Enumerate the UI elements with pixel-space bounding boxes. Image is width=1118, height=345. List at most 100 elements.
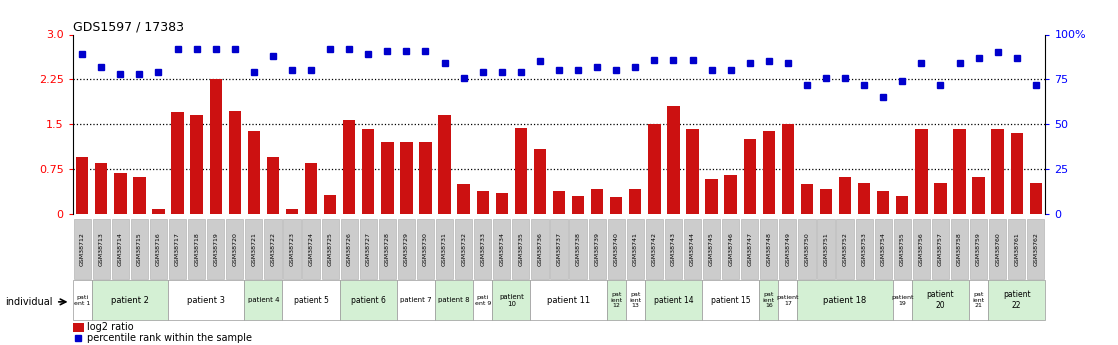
FancyBboxPatch shape [473, 280, 492, 320]
Text: GSM38715: GSM38715 [136, 233, 142, 266]
FancyBboxPatch shape [74, 219, 91, 279]
FancyBboxPatch shape [340, 280, 397, 320]
Bar [533, 149, 546, 214]
FancyBboxPatch shape [951, 219, 968, 279]
Bar [209, 79, 221, 214]
Text: GSM38725: GSM38725 [328, 233, 333, 266]
FancyBboxPatch shape [703, 219, 720, 279]
FancyBboxPatch shape [855, 219, 873, 279]
Bar [552, 191, 566, 214]
FancyBboxPatch shape [550, 219, 568, 279]
Text: pat
ient
13: pat ient 13 [629, 292, 642, 308]
Bar [610, 197, 623, 214]
FancyBboxPatch shape [73, 280, 92, 320]
Text: GSM38753: GSM38753 [862, 233, 866, 266]
Bar [819, 189, 832, 214]
FancyBboxPatch shape [379, 219, 396, 279]
Text: GSM38730: GSM38730 [423, 233, 428, 266]
FancyBboxPatch shape [607, 280, 626, 320]
FancyBboxPatch shape [684, 219, 701, 279]
Text: GSM38714: GSM38714 [117, 233, 123, 266]
FancyBboxPatch shape [665, 219, 682, 279]
FancyBboxPatch shape [92, 280, 168, 320]
Bar [781, 124, 794, 214]
FancyBboxPatch shape [778, 280, 797, 320]
Bar [381, 142, 394, 214]
Text: GSM38750: GSM38750 [805, 233, 809, 266]
FancyBboxPatch shape [779, 219, 796, 279]
Text: GSM38752: GSM38752 [843, 233, 847, 266]
Text: GSM38741: GSM38741 [633, 233, 637, 266]
Text: GSM38723: GSM38723 [290, 232, 294, 266]
Bar [572, 196, 585, 214]
FancyBboxPatch shape [893, 219, 911, 279]
Text: GSM38759: GSM38759 [976, 233, 982, 266]
Bar [286, 209, 299, 214]
FancyBboxPatch shape [245, 280, 283, 320]
Text: GSM38719: GSM38719 [214, 233, 218, 266]
Bar [954, 129, 966, 214]
FancyBboxPatch shape [188, 219, 206, 279]
Text: GSM38718: GSM38718 [195, 233, 199, 266]
Text: patient 14: patient 14 [654, 296, 693, 305]
Text: GSM38736: GSM38736 [538, 233, 542, 266]
Text: GSM38732: GSM38732 [461, 232, 466, 266]
Bar [476, 191, 489, 214]
Bar [419, 142, 432, 214]
FancyBboxPatch shape [989, 219, 1006, 279]
Text: pati
ent 1: pati ent 1 [74, 295, 91, 306]
Bar [514, 128, 527, 214]
Bar [1030, 183, 1042, 214]
Text: GSM38720: GSM38720 [233, 233, 237, 266]
Text: patient
22: patient 22 [1003, 290, 1031, 310]
Text: GSM38758: GSM38758 [957, 233, 961, 266]
Text: GSM38748: GSM38748 [766, 233, 771, 266]
Text: GSM38744: GSM38744 [690, 232, 695, 266]
FancyBboxPatch shape [531, 219, 549, 279]
FancyBboxPatch shape [226, 219, 244, 279]
Bar [686, 129, 699, 214]
Text: GSM38731: GSM38731 [442, 233, 447, 266]
Text: GSM38735: GSM38735 [519, 233, 523, 266]
FancyBboxPatch shape [150, 219, 167, 279]
FancyBboxPatch shape [970, 219, 987, 279]
FancyBboxPatch shape [1008, 219, 1025, 279]
Text: GSM38726: GSM38726 [347, 233, 352, 266]
Text: log2 ratio: log2 ratio [87, 322, 134, 332]
FancyBboxPatch shape [893, 280, 912, 320]
Text: GSM38754: GSM38754 [881, 233, 885, 266]
Bar [76, 157, 88, 214]
Text: GSM38760: GSM38760 [995, 233, 1001, 266]
Text: GSM38746: GSM38746 [728, 233, 733, 266]
Bar [743, 139, 756, 214]
Text: GSM38722: GSM38722 [271, 232, 275, 266]
Bar [667, 106, 680, 214]
Text: GSM38737: GSM38737 [557, 232, 561, 266]
Bar [762, 131, 775, 214]
FancyBboxPatch shape [912, 219, 930, 279]
Text: GSM38724: GSM38724 [309, 232, 313, 266]
FancyBboxPatch shape [569, 219, 587, 279]
FancyBboxPatch shape [722, 219, 739, 279]
FancyBboxPatch shape [932, 219, 949, 279]
Bar [800, 184, 813, 214]
Text: GSM38745: GSM38745 [709, 233, 714, 266]
Text: patient
19: patient 19 [891, 295, 913, 306]
Bar [648, 124, 661, 214]
FancyBboxPatch shape [436, 219, 453, 279]
Text: patient 4: patient 4 [248, 297, 280, 303]
Text: patient 18: patient 18 [824, 296, 866, 305]
Text: pat
ient
21: pat ient 21 [973, 292, 985, 308]
Bar [916, 129, 928, 214]
Text: patient 15: patient 15 [711, 296, 750, 305]
Text: GSM38739: GSM38739 [595, 232, 599, 266]
Bar [992, 129, 1004, 214]
Text: pat
ient
16: pat ient 16 [762, 292, 775, 308]
Bar [973, 177, 985, 214]
Text: GSM38713: GSM38713 [98, 233, 104, 266]
Bar [152, 209, 164, 214]
FancyBboxPatch shape [512, 219, 530, 279]
FancyBboxPatch shape [169, 219, 186, 279]
FancyBboxPatch shape [760, 219, 777, 279]
Bar [591, 189, 604, 214]
